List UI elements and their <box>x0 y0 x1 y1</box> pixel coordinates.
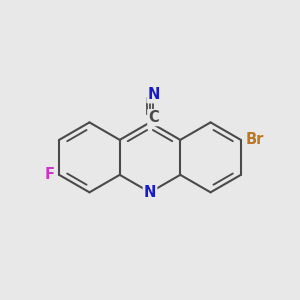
Text: N: N <box>144 185 156 200</box>
Text: Br: Br <box>245 132 264 147</box>
Text: C: C <box>148 110 159 125</box>
Text: N: N <box>148 87 160 102</box>
Text: F: F <box>45 167 55 182</box>
